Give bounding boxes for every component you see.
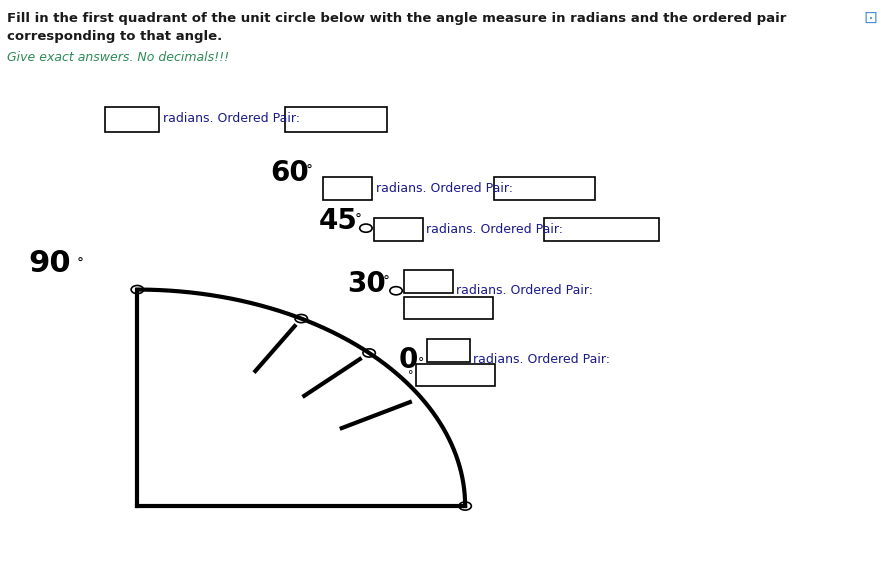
Text: radians. Ordered Pair:: radians. Ordered Pair: bbox=[473, 353, 610, 366]
Bar bbox=[105, 107, 159, 132]
Text: °: ° bbox=[354, 213, 361, 227]
Text: °: ° bbox=[77, 257, 84, 271]
Text: °: ° bbox=[306, 164, 313, 178]
Text: Give exact answers. No decimals!!!: Give exact answers. No decimals!!! bbox=[7, 51, 229, 64]
Text: radians. Ordered Pair:: radians. Ordered Pair: bbox=[163, 112, 300, 125]
Text: radians. Ordered Pair:: radians. Ordered Pair: bbox=[376, 182, 513, 195]
Text: Fill in the first quadrant of the unit circle below with the angle measure in ra: Fill in the first quadrant of the unit c… bbox=[7, 12, 787, 25]
Text: ⊡: ⊡ bbox=[863, 9, 877, 27]
Text: 60: 60 bbox=[270, 159, 309, 187]
Bar bbox=[404, 270, 453, 292]
Text: 30: 30 bbox=[347, 270, 386, 298]
Text: °: ° bbox=[383, 275, 390, 289]
Bar bbox=[416, 364, 495, 386]
Bar bbox=[285, 107, 387, 132]
Text: radians. Ordered Pair:: radians. Ordered Pair: bbox=[456, 284, 594, 297]
Bar bbox=[494, 177, 595, 200]
Bar bbox=[427, 339, 470, 362]
Text: 45: 45 bbox=[319, 207, 358, 235]
Bar bbox=[374, 218, 423, 241]
Text: °: ° bbox=[408, 370, 414, 380]
Bar bbox=[544, 218, 659, 241]
Bar bbox=[323, 177, 372, 200]
Bar bbox=[404, 297, 493, 319]
Text: °: ° bbox=[418, 356, 424, 369]
Text: radians. Ordered Pair:: radians. Ordered Pair: bbox=[426, 223, 563, 236]
Text: 0: 0 bbox=[399, 346, 418, 374]
Text: corresponding to that angle.: corresponding to that angle. bbox=[7, 30, 222, 43]
Text: 90: 90 bbox=[28, 249, 71, 278]
